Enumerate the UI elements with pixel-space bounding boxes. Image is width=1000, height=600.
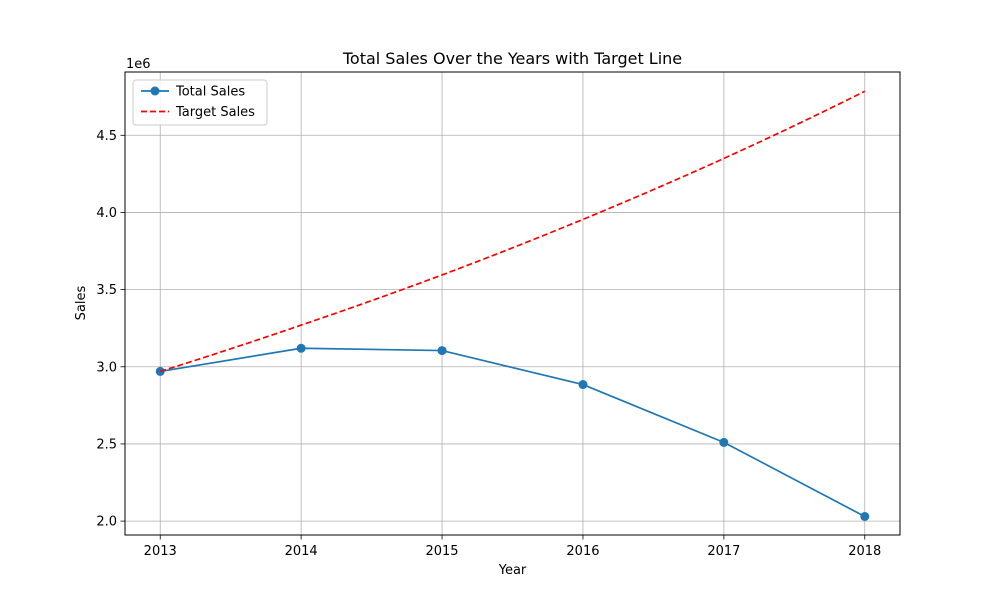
grid: [125, 72, 900, 535]
series-line-total-sales: [160, 347, 866, 518]
data-point-total-sales: [860, 511, 870, 521]
chart-title: Total Sales Over the Years with Target L…: [342, 49, 682, 68]
x-tick-label: 2015: [425, 544, 458, 559]
legend-marker-total-sales: [150, 86, 160, 96]
x-tick-label: 2013: [144, 544, 177, 559]
y-tick-label: 4.5: [96, 129, 117, 144]
legend-label-total-sales: Total Sales: [175, 85, 245, 100]
data-point-total-sales: [719, 437, 729, 447]
x-tick-label: 2014: [285, 544, 318, 559]
data-point-total-sales: [437, 346, 447, 356]
y-tick-label: 2.5: [96, 437, 117, 452]
x-tick-label: 2018: [848, 544, 881, 559]
y-offset-label: 1e6: [126, 57, 151, 72]
axis-ticks: 2013 2014 2015 2016 2017 2018 2.0 2.5 3.0 3.5 4.0 4…: [96, 129, 881, 559]
y-axis-label: Sales: [74, 285, 89, 320]
data-point-total-sales: [296, 343, 306, 353]
y-tick-label: 3.0: [96, 360, 117, 375]
series-line-target-sales: [159, 90, 866, 373]
data-point-total-sales: [578, 380, 588, 390]
plot-area-frame: [124, 71, 901, 536]
y-tick-label: 4.0: [96, 206, 117, 221]
y-tick-label: 2.0: [96, 515, 117, 530]
x-axis-label: Year: [498, 563, 527, 578]
data-point-total-sales: [155, 366, 165, 376]
series-layer: [155, 90, 870, 521]
x-tick-label: 2017: [707, 544, 740, 559]
legend-label-target-sales: Target Sales: [175, 105, 255, 120]
x-tick-label: 2016: [566, 544, 599, 559]
legend: Total Sales Target Sales: [132, 79, 268, 126]
y-tick-label: 3.5: [96, 283, 117, 298]
